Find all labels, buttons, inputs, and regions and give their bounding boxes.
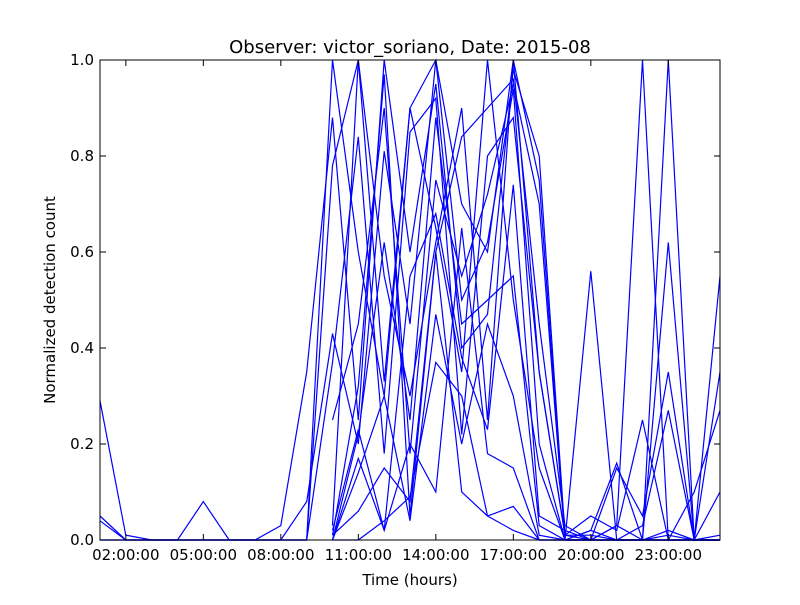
x-tick-label: 08:00:00 (247, 546, 314, 564)
y-tick-label: 1.0 (70, 51, 94, 69)
y-tick-label: 0.0 (70, 531, 94, 549)
y-tick-label: 0.8 (70, 147, 94, 165)
x-tick-label: 05:00:00 (170, 546, 237, 564)
y-axis-label: Normalized detection count (41, 196, 59, 404)
series-line-8 (331, 117, 721, 541)
x-tick-label: 11:00:00 (325, 546, 392, 564)
series-line-6 (331, 59, 720, 541)
series-line-7 (331, 74, 721, 542)
x-tick-label: 17:00:00 (480, 546, 547, 564)
x-tick-label: 20:00:00 (557, 546, 624, 564)
chart-title: Observer: victor_soriano, Date: 2015-08 (229, 37, 591, 58)
x-tick-label: 02:00:00 (92, 546, 159, 564)
x-tick-label: 14:00:00 (402, 546, 469, 564)
series-line-9 (331, 184, 720, 541)
y-tick-label: 0.4 (70, 339, 94, 357)
y-tick-label: 0.2 (70, 435, 94, 453)
ticks-layer: 02:00:00 05:00:00 08:00:00 11:00:00 14:00:00… (70, 51, 720, 564)
x-axis-label: Time (hours) (361, 571, 457, 589)
plot-frame (99, 59, 721, 541)
x-tick-label: 23:00:00 (635, 546, 702, 564)
y-tick-label: 0.6 (70, 243, 94, 261)
